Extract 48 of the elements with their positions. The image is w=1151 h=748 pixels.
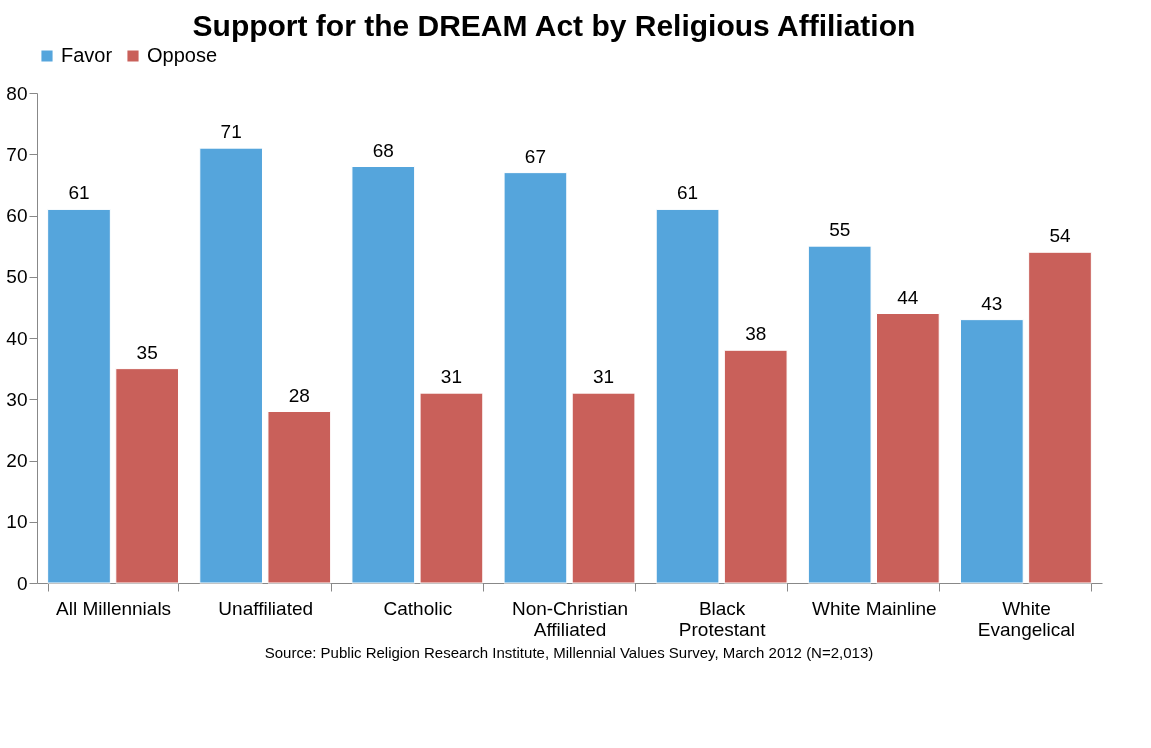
data-label: 55	[829, 219, 851, 241]
source-note: Source: Public Religion Research Institute, Millennial Values Survey, March 2012 (N=2,013)	[264, 644, 874, 661]
y-tick-label: 60	[6, 205, 28, 226]
bar	[351, 166, 416, 584]
data-label: 71	[220, 121, 242, 143]
data-label: 44	[897, 286, 919, 308]
data-label: 31	[440, 366, 462, 388]
y-tick-label: 80	[6, 82, 28, 104]
y-tick-label: 0	[16, 572, 28, 594]
bar	[1028, 251, 1092, 584]
x-tick-label: Catholic	[383, 597, 453, 619]
data-label: 61	[677, 182, 699, 204]
bar	[807, 245, 872, 584]
x-tick-label: All Millennials	[56, 597, 172, 619]
x-tick-label: Non-Christian Affiliated	[511, 597, 629, 640]
chart-title: Support for the DREAM Act by Religious Affiliation	[192, 9, 916, 42]
bar	[115, 368, 179, 584]
y-tick-label: 30	[6, 388, 28, 410]
bar	[503, 172, 568, 584]
x-tick-label: Black Protestant	[678, 597, 767, 640]
bar	[267, 411, 332, 584]
data-label: 38	[745, 323, 767, 345]
y-tick-label: 40	[6, 327, 28, 349]
x-tick-label: White Mainline	[811, 597, 937, 619]
data-label: 31	[593, 366, 615, 388]
data-label: 67	[524, 145, 546, 167]
bar	[876, 313, 940, 584]
bar	[723, 349, 788, 584]
bar	[960, 319, 1024, 584]
x-tick-label: Unaffiliated	[218, 597, 314, 619]
legend-label: Oppose	[147, 44, 218, 66]
bar	[655, 208, 720, 584]
data-label: 28	[288, 384, 310, 406]
data-label: 35	[136, 341, 158, 363]
data-label: 54	[1049, 225, 1071, 247]
bar	[419, 392, 484, 584]
data-label: 68	[372, 139, 394, 161]
bar	[571, 392, 636, 584]
y-tick-label: 20	[6, 450, 28, 471]
bar	[199, 147, 263, 584]
data-label: 61	[68, 182, 90, 204]
y-tick-label: 10	[6, 511, 28, 533]
data-label: 43	[981, 292, 1003, 314]
y-tick-label: 50	[6, 266, 28, 288]
x-tick-label: White Evangelical	[977, 597, 1076, 640]
y-tick-label: 70	[6, 143, 28, 165]
bar	[47, 208, 111, 584]
legend-label: Favor	[61, 44, 113, 66]
